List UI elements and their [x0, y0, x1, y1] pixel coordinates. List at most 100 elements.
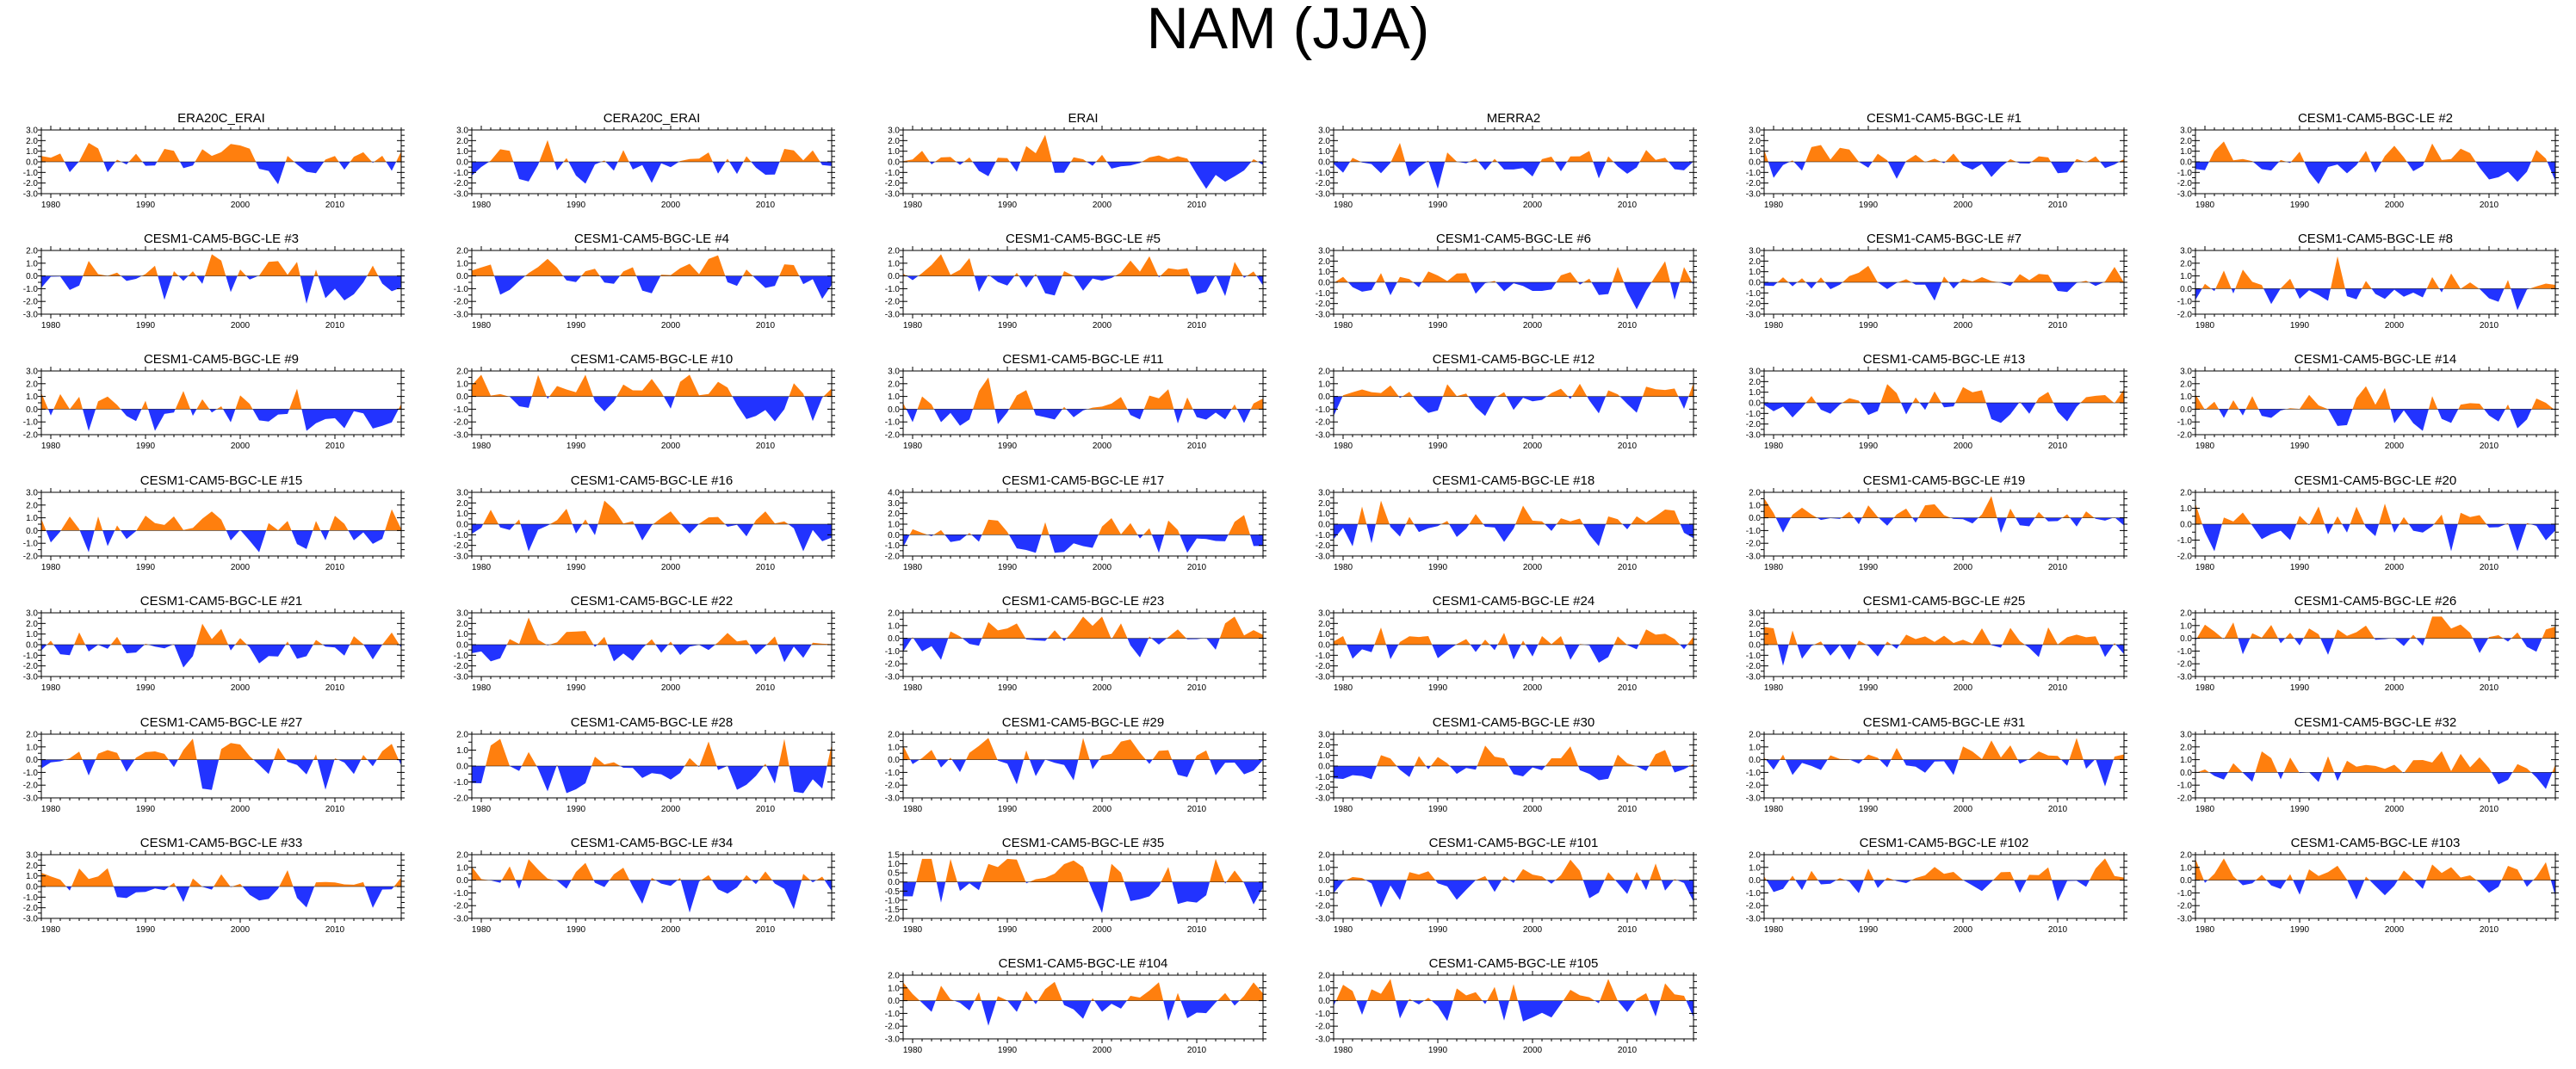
x-tick-label: 1980 [2195, 442, 2215, 451]
y-tick-label: -2.0 [454, 298, 469, 307]
x-tick-label: 2000 [1523, 201, 1543, 210]
y-tick-label: 3.0 [1749, 368, 1761, 377]
y-tick-label: 0.0 [2180, 158, 2192, 168]
y-tick-label: -2.0 [1316, 300, 1331, 309]
y-tick-label: 0.0 [1318, 763, 1330, 772]
x-tick-label: 2000 [2385, 683, 2405, 693]
y-tick-label: -0.5 [885, 887, 901, 897]
panel-27: CESM1-CAM5-BGC-LE #23 2.0 1.0 0.0 -1.0 -2.0 -3… [885, 594, 1266, 693]
positive-anomaly-area [1334, 745, 1694, 766]
y-tick-label: -1.0 [1316, 531, 1331, 541]
x-tick-label: 2010 [756, 925, 776, 935]
panel-title: CESM1-CAM5-BGC-LE #35 [1002, 836, 1164, 850]
panel-21: CESM1-CAM5-BGC-LE #17 4.03.02.0 1.00.0-1.0… [885, 473, 1266, 572]
panel-title: MERRA2 [1487, 111, 1541, 126]
y-tick-label: -1.0 [885, 647, 901, 657]
x-tick-label: 1980 [41, 563, 61, 572]
y-tick-label: -2.0 [1316, 541, 1331, 551]
y-tick-label: -2.0 [454, 662, 469, 671]
x-tick-label: 1990 [567, 442, 586, 451]
x-tick-label: 1990 [1428, 683, 1448, 693]
y-tick-label: -2.0 [23, 298, 39, 307]
x-tick-label: 2000 [661, 201, 681, 210]
negative-anomaly-area [903, 881, 1263, 913]
negative-anomaly-area [2195, 409, 2555, 431]
x-tick-label: 1980 [1764, 201, 1784, 210]
x-tick-label: 1990 [567, 563, 586, 572]
positive-anomaly-area [472, 500, 832, 524]
x-tick-label: 1980 [1334, 805, 1353, 814]
y-tick-label: -2.0 [1316, 179, 1331, 188]
panel-32: CESM1-CAM5-BGC-LE #282.01.00.0-1.0-2.019… [454, 715, 835, 814]
y-tick-label: 0.0 [456, 521, 468, 530]
x-tick-label: 1980 [903, 442, 923, 451]
x-tick-label: 2000 [1523, 563, 1543, 572]
y-tick-label: 1.0 [456, 380, 468, 389]
x-tick-label: 1980 [2195, 201, 2215, 210]
y-tick-label: -2.0 [885, 298, 901, 307]
positive-anomaly-area [41, 623, 401, 645]
y-tick-label: -1.0 [454, 778, 469, 788]
panel-title: CESM1-CAM5-BGC-LE #20 [2294, 473, 2456, 488]
y-tick-label: 1.0 [26, 630, 38, 640]
panel-14: CESM1-CAM5-BGC-LE #10 2.0 1.0 0.0 -1.0 -2.0 -3… [454, 352, 835, 451]
y-tick-label: 0.0 [456, 392, 468, 402]
y-tick-label: -1.0 [1316, 773, 1331, 782]
x-tick-label: 2010 [325, 321, 345, 331]
y-tick-label: -3.0 [1316, 311, 1331, 320]
x-tick-label: 2010 [1187, 442, 1207, 451]
x-tick-label: 1990 [998, 805, 1018, 814]
panel-title: CESM1-CAM5-BGC-LE #31 [1863, 715, 2025, 730]
negative-anomaly-area [903, 534, 1263, 553]
y-tick-label: -2.0 [1316, 418, 1331, 428]
positive-anomaly-area [2195, 386, 2555, 410]
negative-anomaly-area [1334, 282, 1694, 310]
y-tick-label: -1.0 [23, 893, 39, 903]
y-tick-label: 0.0 [1318, 279, 1330, 288]
y-tick-label: 1.0 [26, 259, 38, 269]
x-tick-label: 2000 [1954, 321, 1973, 331]
x-tick-label: 1990 [2290, 321, 2310, 331]
panel-35: CESM1-CAM5-BGC-LE #31 2.0 1.0 0.0 -1.0 -2.0 -3… [1746, 715, 2127, 814]
x-tick-label: 1980 [2195, 683, 2215, 693]
x-tick-label: 2000 [231, 805, 251, 814]
x-tick-label: 1990 [2290, 201, 2310, 210]
positive-anomaly-area [1764, 627, 2124, 645]
y-tick-label: -2.0 [885, 179, 901, 188]
y-tick-label: 3.0 [26, 851, 38, 861]
panel-30: CESM1-CAM5-BGC-LE #26 2.0 1.0 0.0 -1.0 -2.0 -3… [2177, 594, 2559, 693]
panel-title: CESM1-CAM5-BGC-LE #14 [2294, 352, 2456, 367]
negative-anomaly-area [2195, 288, 2555, 311]
y-tick-label: 1.0 [2180, 392, 2192, 402]
negative-anomaly-area [903, 162, 1263, 189]
y-tick-label: 0.5 [888, 869, 900, 879]
x-tick-label: 1980 [41, 442, 61, 451]
y-tick-label: 1.0 [456, 259, 468, 269]
y-tick-label: 1.0 [2180, 621, 2192, 631]
positive-anomaly-area [41, 738, 401, 760]
panel-38: CESM1-CAM5-BGC-LE #34 2.0 1.0 0.0 -1.0 -2.0 -3… [454, 836, 835, 935]
panel-title: CESM1-CAM5-BGC-LE #34 [571, 836, 733, 850]
x-tick-label: 2000 [2385, 201, 2405, 210]
y-tick-label: 0.0 [888, 756, 900, 765]
x-tick-label: 2000 [231, 442, 251, 451]
y-tick-label: 0.0 [456, 763, 468, 772]
y-tick-label: 3.0 [26, 609, 38, 619]
y-tick-label: -1.0 [1316, 405, 1331, 415]
y-tick-label: 0.0 [1749, 514, 1761, 523]
y-tick-label: -2.0 [2177, 794, 2193, 804]
x-tick-label: 1980 [472, 563, 492, 572]
negative-anomaly-area [1334, 524, 1694, 547]
y-tick-label: 0.0 [1749, 756, 1761, 765]
y-tick-label: 3.0 [1749, 247, 1761, 256]
x-tick-label: 1990 [1428, 321, 1448, 331]
x-tick-label: 1990 [136, 683, 156, 693]
x-tick-label: 2010 [1187, 683, 1207, 693]
y-tick-label: 1.0 [456, 746, 468, 756]
negative-anomaly-area [41, 275, 401, 304]
x-tick-label: 1990 [998, 321, 1018, 331]
positive-anomaly-area [1334, 627, 1694, 645]
positive-anomaly-area [903, 254, 1263, 276]
x-tick-label: 1990 [1859, 321, 1879, 331]
